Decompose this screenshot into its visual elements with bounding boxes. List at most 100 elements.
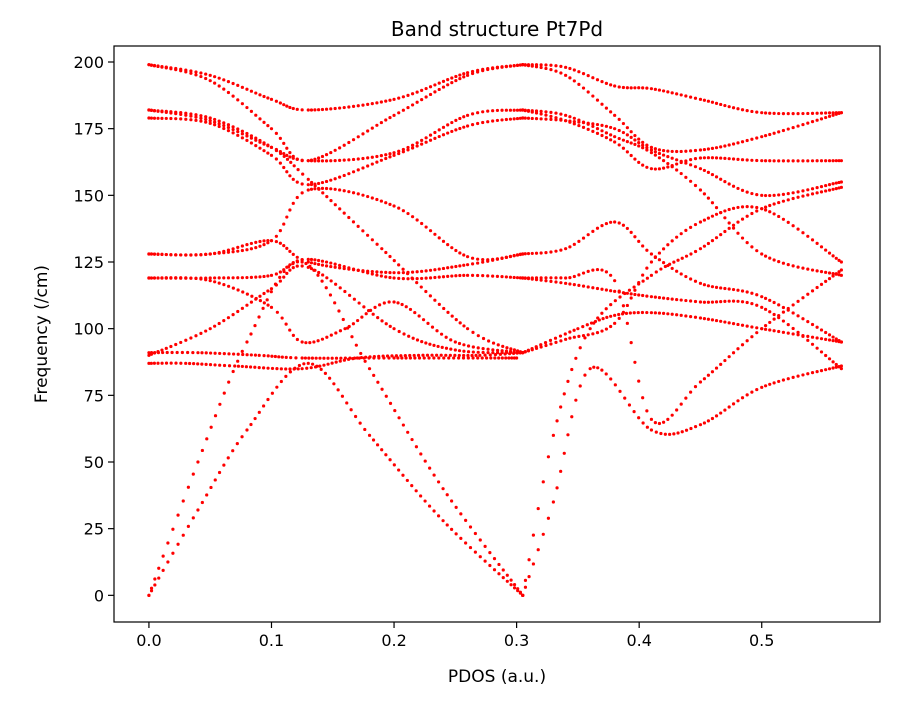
band-point <box>512 117 516 121</box>
band-point <box>745 190 749 194</box>
band-point <box>348 293 352 297</box>
band-point <box>454 248 458 253</box>
band-point <box>558 334 563 338</box>
band-point <box>595 286 600 291</box>
band-point <box>390 354 394 358</box>
band-point <box>476 70 480 74</box>
band-point <box>736 299 740 303</box>
band-point <box>217 470 222 475</box>
band-point <box>462 115 466 119</box>
band-point <box>217 281 221 285</box>
band-point <box>653 147 657 151</box>
band-point <box>679 298 683 302</box>
band-point <box>180 350 184 355</box>
band-point <box>199 253 203 257</box>
band-point <box>526 276 531 280</box>
band-point <box>441 133 446 137</box>
band-point <box>621 304 626 308</box>
band-point <box>831 182 835 186</box>
band-point <box>595 331 600 335</box>
band-point <box>518 590 523 594</box>
band-point <box>236 130 240 134</box>
band-point <box>231 125 235 129</box>
band-point <box>653 255 657 259</box>
band-point <box>698 188 703 192</box>
band-point <box>269 273 274 277</box>
band-point <box>420 221 424 226</box>
band-point <box>581 284 586 288</box>
band-point <box>663 432 667 436</box>
band-point <box>366 129 370 133</box>
band-point <box>777 193 781 197</box>
band-point <box>657 311 662 315</box>
band-point <box>719 233 723 237</box>
band-point <box>160 65 164 69</box>
band-point <box>262 291 266 296</box>
band-point <box>441 275 446 279</box>
band-point <box>231 131 235 135</box>
band-point <box>689 149 693 153</box>
band-point <box>604 221 609 226</box>
band-point <box>731 322 736 326</box>
band-point <box>342 266 346 271</box>
band-point <box>815 346 819 350</box>
band-point <box>604 372 608 376</box>
band-point <box>245 428 249 432</box>
band-point <box>516 349 520 353</box>
band-point <box>282 103 286 107</box>
band-point <box>184 361 188 365</box>
band-point <box>581 120 586 124</box>
band-point <box>453 353 457 357</box>
band-point <box>379 100 383 104</box>
band-point <box>504 356 508 360</box>
band-point <box>403 353 407 358</box>
band-point <box>343 289 347 294</box>
band-point <box>593 319 598 324</box>
band-point <box>740 188 745 192</box>
band-point <box>505 579 509 583</box>
band-point <box>189 276 193 280</box>
band-point <box>617 136 621 141</box>
band-point <box>740 108 745 112</box>
band-point <box>181 533 185 537</box>
band-point <box>471 350 475 354</box>
band-point <box>679 171 683 176</box>
band-point <box>684 314 688 318</box>
band-point <box>430 325 435 329</box>
band-point <box>613 84 617 88</box>
band-point <box>613 383 617 387</box>
band-point <box>236 276 240 280</box>
band-point <box>763 193 768 198</box>
band-point <box>288 268 292 272</box>
band-point <box>208 327 212 331</box>
band-point <box>454 118 458 122</box>
y-tick-label: 75 <box>84 386 104 405</box>
band-point <box>714 156 719 160</box>
band-point <box>679 313 683 317</box>
band-point <box>786 306 790 311</box>
band-point <box>366 164 370 168</box>
band-point <box>445 493 449 497</box>
band-point <box>572 242 576 246</box>
band-point <box>437 236 441 240</box>
band-point <box>342 143 346 147</box>
band-point <box>458 73 462 77</box>
band-point <box>345 401 349 405</box>
band-point <box>466 350 471 354</box>
band-point <box>324 107 329 111</box>
band-point <box>530 110 534 114</box>
band-point <box>570 367 574 372</box>
band-point <box>827 111 832 115</box>
band-point <box>421 353 425 357</box>
band-point <box>591 286 595 290</box>
band-point <box>156 276 160 280</box>
band-point <box>819 282 824 286</box>
band-point <box>471 330 475 335</box>
band-point <box>670 156 674 160</box>
band-point <box>781 310 786 314</box>
band-point <box>613 140 617 144</box>
band-point <box>284 374 288 378</box>
band-point <box>324 153 329 157</box>
band-point <box>714 318 719 323</box>
band-point <box>338 106 342 110</box>
